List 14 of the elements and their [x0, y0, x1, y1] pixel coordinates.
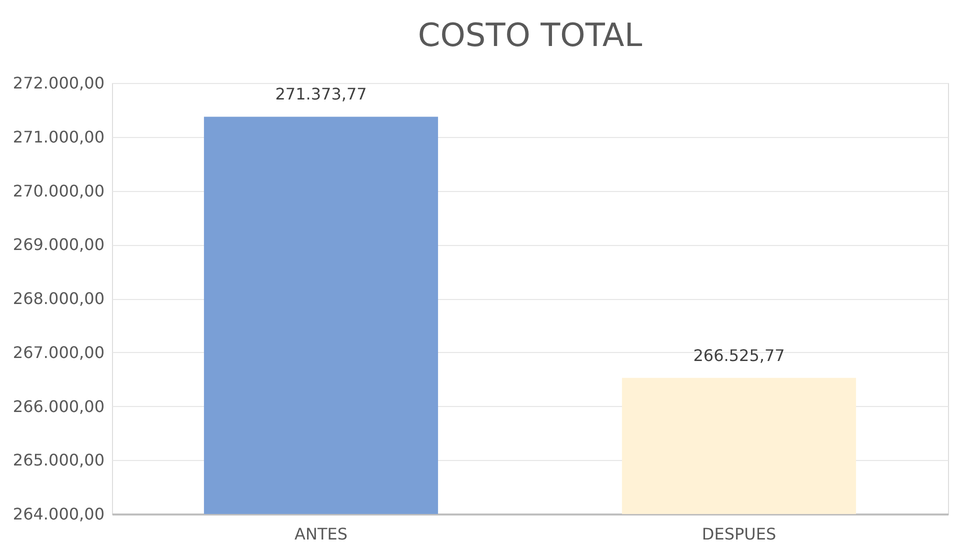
y-tick-label: 266.000,00	[12, 396, 104, 416]
y-tick-label: 271.000,00	[12, 127, 104, 146]
y-tick-label: 264.000,00	[12, 504, 104, 524]
y-tick-label: 270.000,00	[12, 181, 104, 200]
y-tick-label: 272.000,00	[12, 74, 104, 92]
x-tick-label: ANTES	[294, 524, 348, 544]
y-tick-label: 265.000,00	[12, 450, 104, 470]
x-tick-label: DESPUES	[702, 524, 776, 544]
data-label: 271.373,77	[275, 84, 367, 104]
chart-title: COSTO TOTAL	[418, 16, 642, 54]
y-tick-label: 267.000,00	[12, 342, 104, 362]
y-tick-label: 269.000,00	[12, 235, 104, 254]
y-tick-label: 268.000,00	[12, 289, 104, 308]
data-label: 266.525,77	[693, 346, 785, 365]
